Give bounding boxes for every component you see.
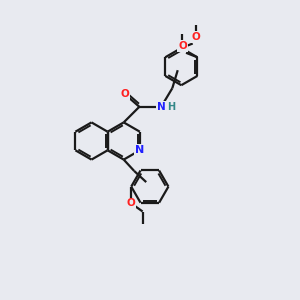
Text: O: O [178,41,187,51]
Text: O: O [127,198,136,208]
Text: N: N [135,145,144,155]
Text: O: O [121,89,129,99]
Text: H: H [167,102,175,112]
Text: O: O [192,32,201,42]
Text: N: N [157,102,166,112]
